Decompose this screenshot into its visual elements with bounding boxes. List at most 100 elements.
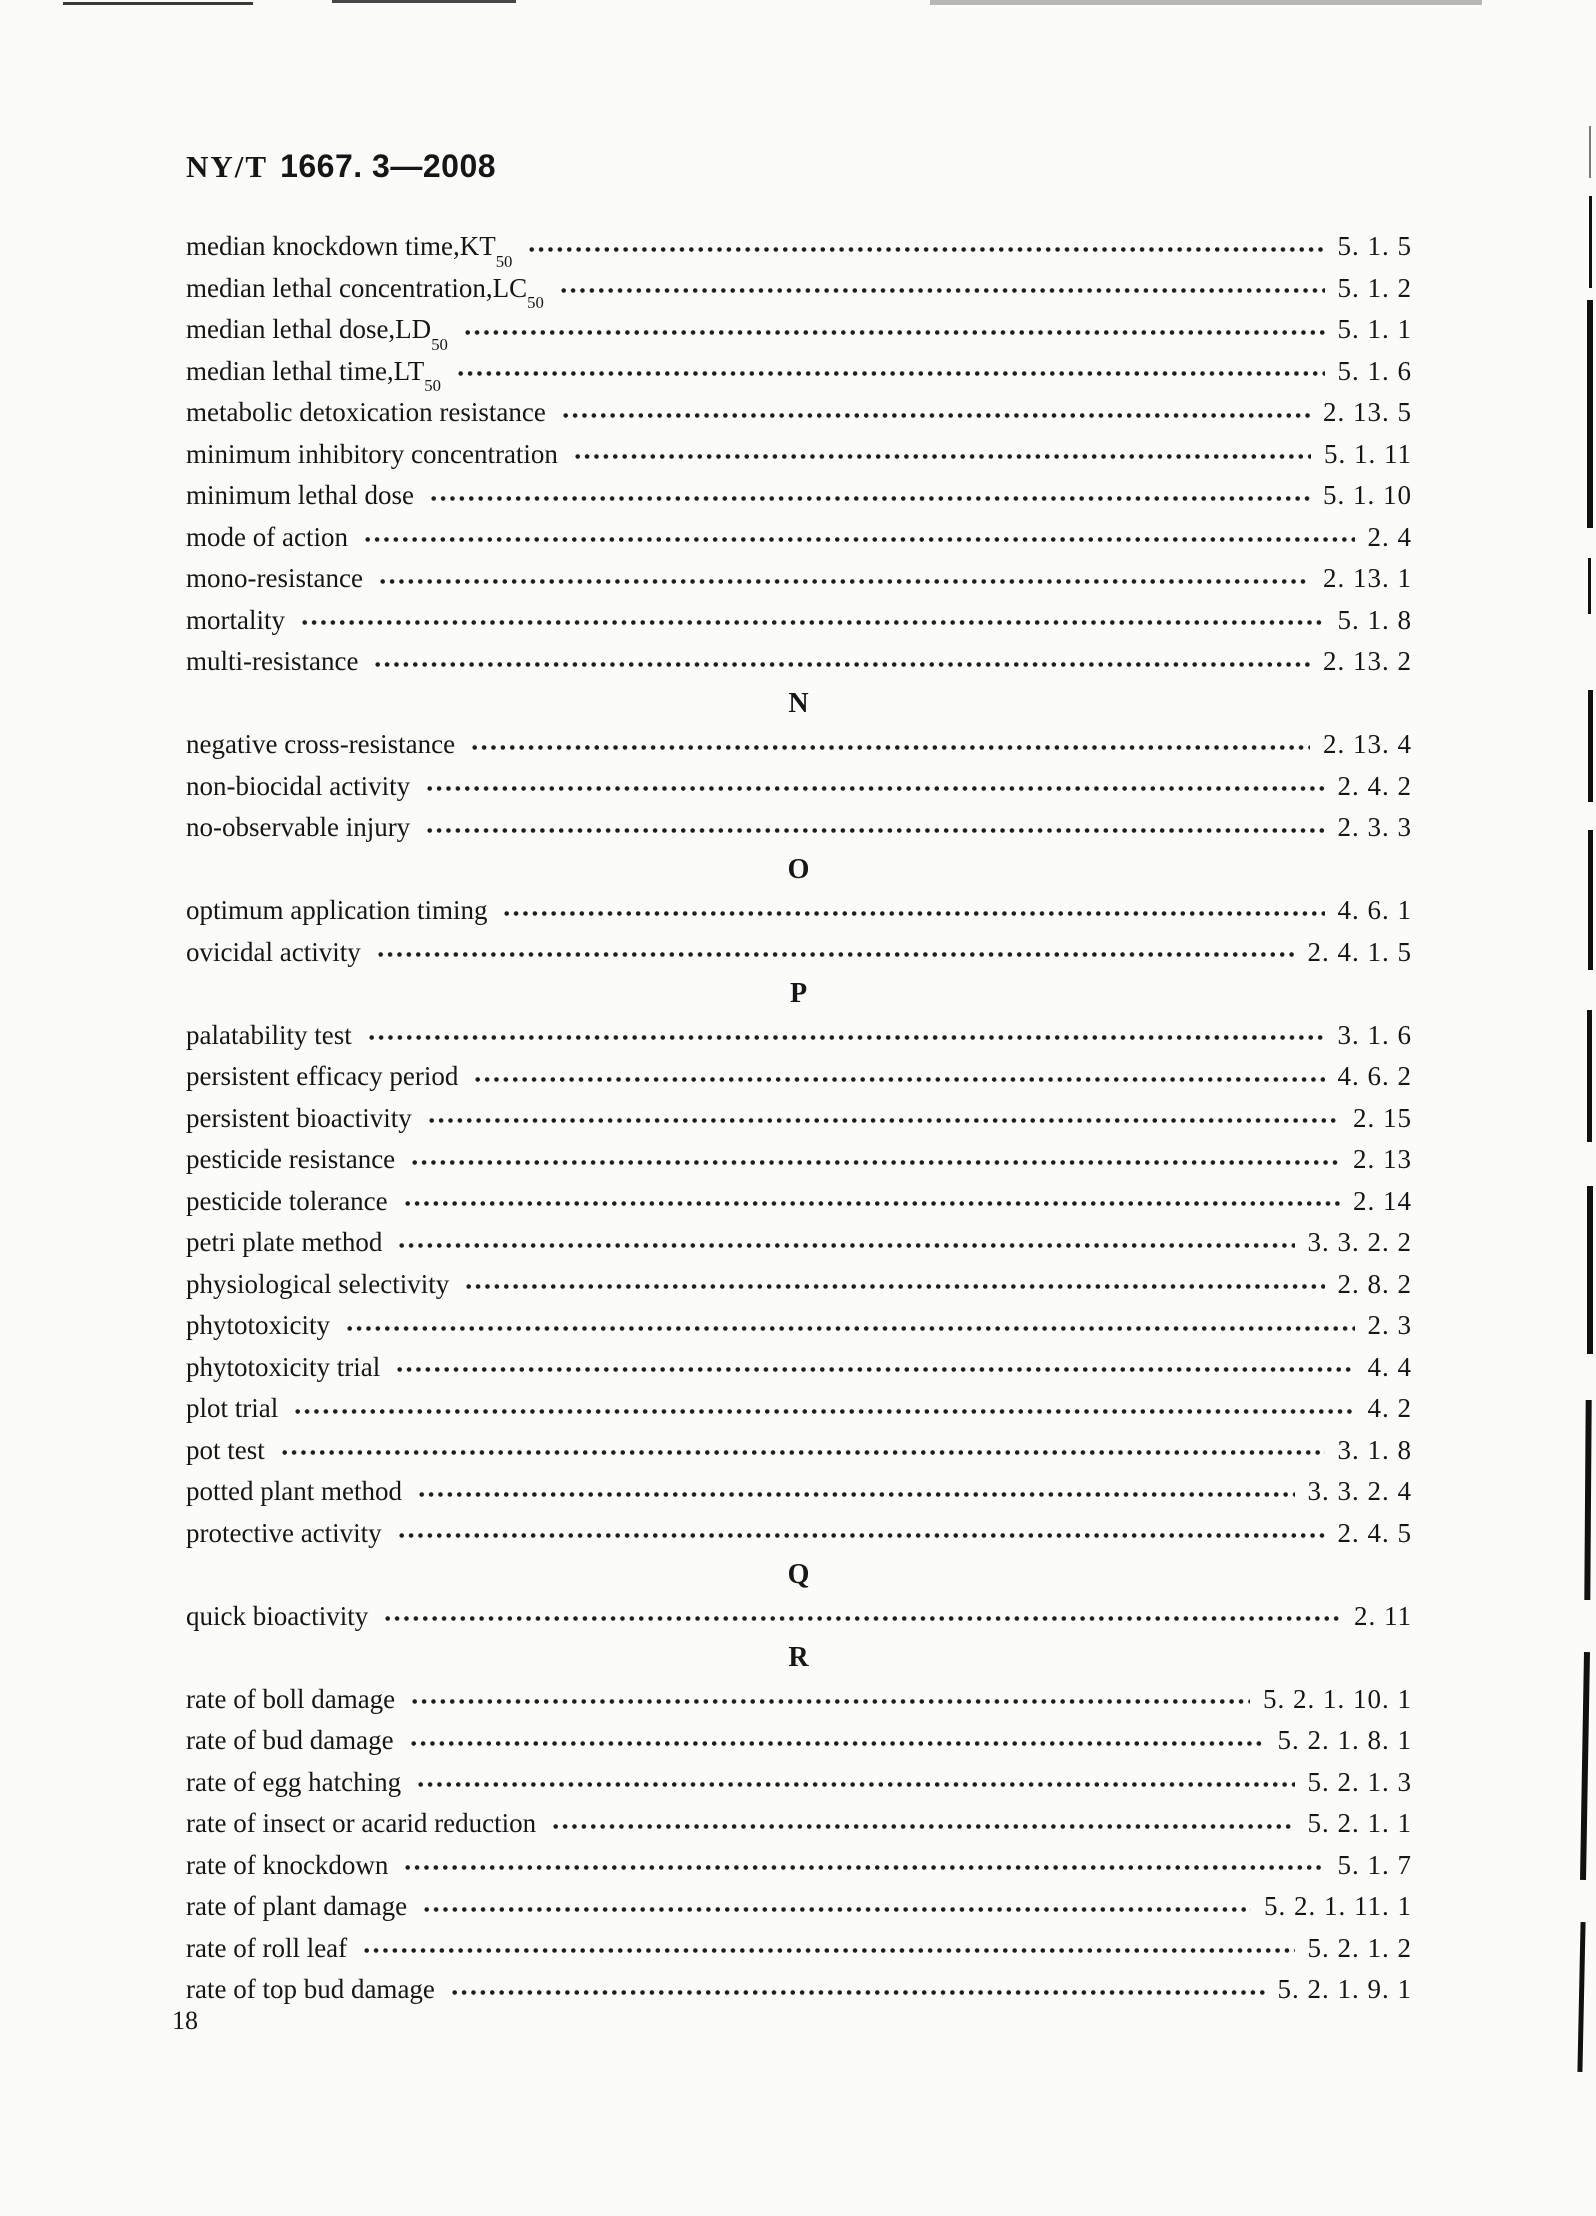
index-entry: non-biocidal activity 2. 4. 2: [186, 765, 1412, 808]
scan-artifact-edge-segment: [1584, 1399, 1592, 1601]
dotted-leader: [408, 1720, 1265, 1762]
dotted-leader: [425, 765, 1325, 807]
section-letter-row: P: [186, 973, 1412, 1015]
dotted-leader: [362, 1927, 1295, 1969]
scan-artifact-top-line-1: [63, 2, 253, 5]
dotted-leader: [473, 1056, 1325, 1098]
dotted-leader: [345, 1305, 1355, 1347]
doc-code-prefix: NY/T: [186, 149, 269, 184]
entry-term: rate of plant damage: [186, 1886, 407, 1928]
scan-artifact-edge-segment: [1580, 1651, 1590, 1881]
entry-term-text: no-observable injury: [186, 812, 411, 842]
entry-term-text: protective activity: [186, 1517, 382, 1548]
entry-term: persistent efficacy period: [186, 1056, 458, 1098]
entry-term-text: rate of plant damage: [186, 1891, 408, 1921]
dotted-leader: [527, 226, 1325, 268]
index-entry: physiological selectivity 2. 8. 2: [186, 1263, 1412, 1305]
dotted-leader: [279, 1429, 1325, 1471]
dotted-leader: [366, 1014, 1325, 1056]
index-entry: palatability test 3. 1. 6: [186, 1014, 1412, 1057]
entry-term: plot trial: [186, 1388, 278, 1430]
dotted-leader: [455, 350, 1325, 392]
scan-artifact-edge-segment: [1587, 1010, 1592, 1142]
index-entry: negative cross-resistance 2. 13. 4: [186, 724, 1412, 766]
dotted-leader: [402, 1180, 1340, 1222]
entry-section-ref: 5. 2. 1. 8. 1: [1277, 1725, 1412, 1755]
entry-section-ref: 5. 2. 1. 3: [1307, 1766, 1412, 1797]
entry-term: pesticide tolerance: [186, 1181, 388, 1223]
scan-artifact-edge-segment: [1587, 300, 1593, 528]
index-entry: rate of top bud damage 5. 2. 1. 9. 1: [186, 1969, 1412, 2011]
entry-term: potted plant method: [186, 1471, 402, 1513]
entry-section-ref: 5. 1. 5: [1337, 231, 1412, 261]
index-entry: phytotoxicity 2. 3: [186, 1305, 1412, 1347]
entry-term: median lethal time,LT50: [186, 351, 441, 396]
dotted-leader: [403, 1844, 1325, 1886]
entry-term: palatability test: [186, 1015, 352, 1057]
entry-section-ref: 5. 2. 1. 10. 1: [1263, 1683, 1412, 1714]
dotted-leader: [293, 1388, 1355, 1430]
dotted-leader: [422, 1886, 1251, 1928]
scan-artifact-edge-segment: [1589, 196, 1592, 288]
entry-term: phytotoxicity trial: [186, 1347, 380, 1389]
entry-term-text: negative cross-resistance: [186, 729, 456, 759]
dotted-leader: [373, 641, 1310, 683]
index-entry: rate of boll damage 5. 2. 1. 10. 1: [186, 1678, 1412, 1720]
entry-term-text: phytotoxicity trial: [186, 1351, 381, 1382]
entry-term-text: non-biocidal activity: [186, 770, 411, 801]
index-list: median knockdown time,KT50 5. 1. 5 median …: [186, 226, 1412, 2011]
entry-section-ref: 5. 2. 1. 2: [1307, 1932, 1412, 1963]
entry-term: median lethal dose,LD50: [186, 309, 448, 353]
scan-artifact-edge-segment: [1588, 690, 1593, 802]
entry-section-ref: 2. 3. 3: [1337, 812, 1412, 842]
dotted-leader: [425, 807, 1325, 849]
entry-section-ref: 5. 2. 1. 1: [1307, 1808, 1412, 1838]
entry-term: mortality: [186, 600, 285, 642]
entry-section-ref: 3. 3. 2. 4: [1307, 1476, 1412, 1506]
index-entry: rate of egg hatching 5. 2. 1. 3: [186, 1761, 1412, 1803]
entry-term-text: rate of boll damage: [186, 1683, 396, 1714]
entry-term-text: quick bioactivity: [186, 1600, 369, 1631]
dotted-leader: [375, 931, 1295, 973]
entry-term-text: minimum lethal dose: [186, 480, 414, 510]
entry-section-ref: 2. 13. 5: [1323, 397, 1412, 427]
entry-section-ref: 2. 13. 2: [1323, 646, 1412, 676]
dotted-leader: [551, 1803, 1295, 1845]
entry-term-text: rate of top bud damage: [186, 1974, 435, 2004]
entry-section-ref: 2. 13: [1353, 1144, 1412, 1174]
index-entry: pesticide tolerance 2. 14: [186, 1180, 1412, 1223]
entry-section-ref: 2. 4: [1367, 521, 1412, 552]
entry-section-ref: 5. 1. 1: [1337, 314, 1412, 344]
entry-term-text: mortality: [186, 604, 285, 635]
index-entry: petri plate method 3. 3. 2. 2: [186, 1222, 1412, 1264]
index-entry: median lethal dose,LD50 5. 1. 1: [186, 309, 1412, 353]
dotted-leader: [383, 1595, 1341, 1637]
entry-term-subscript: 50: [424, 376, 441, 396]
dotted-leader: [416, 1761, 1295, 1803]
index-entry: mortality 5. 1. 8: [186, 599, 1412, 642]
section-letter: Q: [787, 1559, 811, 1590]
dotted-leader: [462, 309, 1325, 351]
entry-section-ref: 2. 15: [1353, 1102, 1412, 1133]
entry-term-text: mode of action: [186, 521, 348, 552]
doc-code-number: 1667. 3—2008: [280, 148, 497, 184]
scan-artifact-edge-segment: [1588, 830, 1593, 970]
entry-term-text: phytotoxicity: [186, 1310, 330, 1340]
dotted-leader: [470, 724, 1310, 766]
entry-term: non-biocidal activity: [186, 766, 410, 808]
entry-section-ref: 2. 3: [1367, 1310, 1412, 1340]
dotted-leader: [410, 1678, 1250, 1720]
dotted-leader: [299, 599, 1325, 641]
entry-term: no-observable injury: [186, 807, 410, 849]
entry-term-subscript: 50: [495, 251, 513, 271]
entry-section-ref: 4. 6. 2: [1337, 1061, 1412, 1091]
dotted-leader: [377, 558, 1310, 600]
entry-term: quick bioactivity: [186, 1596, 368, 1638]
entry-term: petri plate method: [186, 1222, 382, 1264]
dotted-leader: [558, 267, 1325, 309]
entry-term-text: persistent bioactivity: [186, 1102, 412, 1133]
entry-term-text: metabolic detoxication resistance: [186, 397, 546, 427]
dotted-leader: [397, 1222, 1295, 1264]
index-entry: rate of plant damage 5. 2. 1. 11. 1: [186, 1886, 1412, 1928]
entry-term-text: minimum inhibitory concentration: [186, 438, 558, 469]
